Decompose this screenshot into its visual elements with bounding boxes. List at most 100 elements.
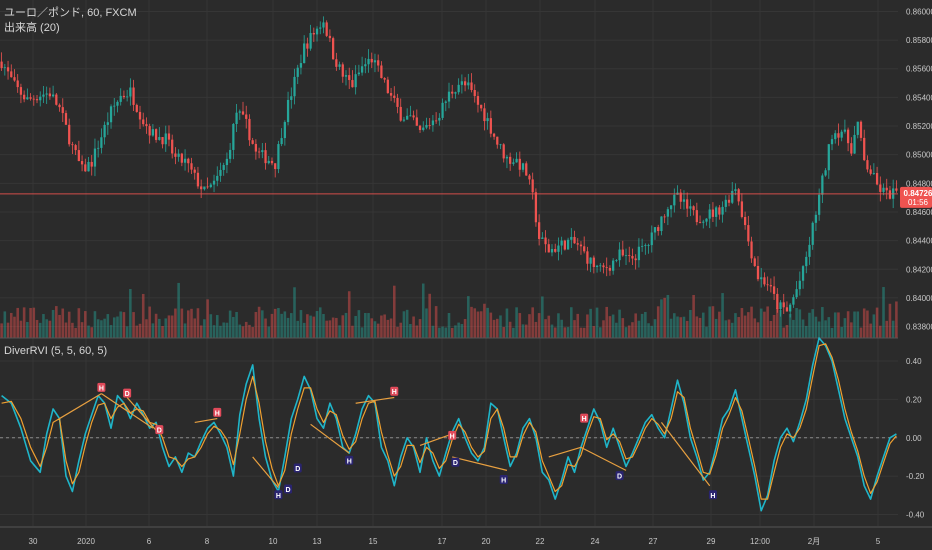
candle-body bbox=[389, 93, 393, 96]
candle-body bbox=[737, 189, 740, 202]
candle-body bbox=[747, 225, 750, 242]
time-tick-label: 27 bbox=[649, 537, 658, 546]
low-marker: H bbox=[345, 455, 354, 465]
candle-body bbox=[225, 158, 229, 166]
volume-bar bbox=[277, 308, 280, 338]
candle-body bbox=[805, 256, 808, 267]
volume-bar bbox=[325, 320, 328, 338]
low-marker: H bbox=[274, 490, 283, 500]
candle-body bbox=[682, 199, 686, 202]
low-marker: D bbox=[284, 484, 293, 494]
volume-bar bbox=[730, 322, 734, 338]
volume-bar bbox=[238, 324, 242, 338]
volume-bar bbox=[209, 314, 213, 338]
last-price-value: 0.84726 bbox=[904, 189, 932, 198]
volume-bar bbox=[640, 313, 644, 338]
candle-body bbox=[373, 60, 377, 63]
high-marker: H bbox=[213, 407, 222, 417]
volume-bar bbox=[750, 306, 753, 338]
candle-body bbox=[409, 115, 412, 117]
volume-bar bbox=[402, 311, 406, 338]
volume-bar bbox=[714, 318, 718, 338]
volume-bar bbox=[283, 311, 287, 338]
candle-body bbox=[84, 164, 87, 172]
volume-bar bbox=[769, 320, 773, 338]
candle-body bbox=[669, 205, 673, 210]
volume-bar bbox=[71, 322, 74, 338]
volume-bar bbox=[454, 325, 457, 338]
volume-bar bbox=[673, 313, 676, 338]
marker-badge bbox=[293, 463, 302, 473]
candle-body bbox=[396, 97, 399, 107]
volume-bar bbox=[254, 311, 258, 338]
time-tick-label: 24 bbox=[591, 537, 600, 546]
candle-body bbox=[557, 245, 560, 252]
volume-bar bbox=[215, 315, 219, 338]
candle-body bbox=[277, 144, 280, 170]
candle-body bbox=[29, 97, 32, 99]
candle-body bbox=[769, 285, 772, 287]
volume-bar bbox=[737, 317, 740, 338]
candle-body bbox=[406, 115, 409, 120]
volume-bar bbox=[560, 319, 563, 338]
divergence-line bbox=[419, 433, 453, 446]
candle-body bbox=[814, 214, 818, 223]
volume-bar bbox=[135, 325, 139, 338]
high-marker: D bbox=[123, 388, 132, 398]
volume-bar bbox=[293, 287, 296, 338]
candle-body bbox=[586, 251, 589, 264]
volume-bar bbox=[804, 325, 808, 338]
candle-body bbox=[13, 77, 16, 81]
volume-bar bbox=[273, 308, 277, 338]
volume-bar bbox=[727, 319, 731, 338]
volume-bar bbox=[225, 322, 229, 338]
candle-body bbox=[35, 99, 39, 101]
candle-body bbox=[566, 239, 570, 250]
volume-bar bbox=[222, 322, 225, 338]
volume-bar bbox=[747, 312, 750, 338]
volume-bar bbox=[846, 311, 850, 338]
marker-label: H bbox=[450, 433, 455, 440]
marker-label: H bbox=[276, 493, 281, 500]
volume-bar bbox=[695, 316, 699, 338]
volume-bar bbox=[257, 306, 261, 338]
volume-bar bbox=[119, 311, 122, 338]
candle-body bbox=[618, 249, 621, 261]
candle-body bbox=[660, 216, 663, 232]
volume-bar bbox=[499, 315, 502, 338]
candle-body bbox=[650, 232, 653, 246]
candle-body bbox=[377, 60, 380, 66]
time-tick-label: 29 bbox=[707, 537, 716, 546]
volume-bar bbox=[824, 320, 827, 338]
volume-bar bbox=[106, 314, 110, 338]
volume-bar bbox=[35, 319, 39, 338]
volume-bar bbox=[821, 307, 824, 338]
candle-body bbox=[463, 81, 467, 86]
candle-body bbox=[753, 258, 756, 266]
volume-bar bbox=[692, 295, 695, 338]
volume-bar bbox=[557, 313, 560, 338]
candle-body bbox=[811, 222, 814, 245]
candle-body bbox=[328, 35, 332, 39]
high-marker: H bbox=[580, 413, 589, 423]
volume-bar bbox=[486, 307, 489, 338]
volume-bar bbox=[331, 317, 335, 338]
volume-bar bbox=[869, 323, 872, 338]
candle-body bbox=[441, 102, 444, 118]
marker-label: D bbox=[295, 466, 300, 473]
volume-bar bbox=[55, 306, 58, 338]
candle-body bbox=[583, 246, 586, 252]
volume-bar bbox=[264, 318, 267, 338]
volume-bar bbox=[154, 313, 158, 338]
candle-body bbox=[505, 156, 509, 159]
volume-bar bbox=[26, 321, 29, 338]
volume-bar bbox=[13, 316, 16, 338]
volume-bar bbox=[399, 322, 403, 338]
candle-body bbox=[702, 221, 705, 223]
time-axis[interactable]: 30 2020 6 8 10 13 15 17 20 22 24 27 29 12:00 2月 5 bbox=[0, 526, 932, 546]
volume-bar bbox=[42, 314, 45, 338]
volume-bar bbox=[286, 317, 290, 338]
